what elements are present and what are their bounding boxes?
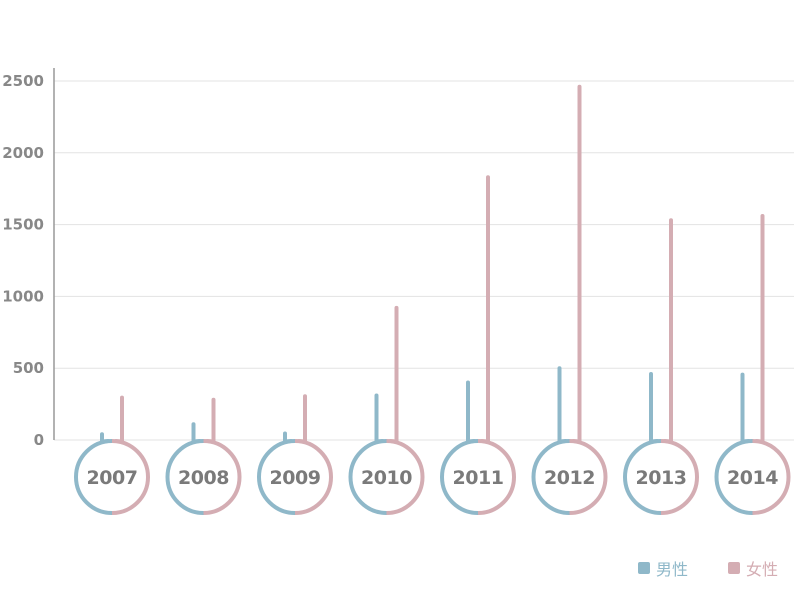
bar-male-2012	[557, 366, 568, 444]
y-tick-label-500: 500	[13, 359, 44, 377]
year-group-2009: 2009	[257, 394, 333, 515]
bar-female-2009	[297, 394, 307, 444]
legend-item-female[interactable]: 女性	[728, 556, 778, 580]
legend-swatch-female	[728, 562, 740, 574]
ring-female-2012	[569, 439, 608, 515]
x-tick-label-2014: 2014	[727, 467, 778, 489]
legend-swatch-male	[638, 562, 650, 574]
bar-male-2008	[191, 422, 202, 444]
x-tick-label-2009: 2009	[270, 467, 321, 489]
ring-male-2008	[165, 439, 204, 515]
bar-male-2010	[374, 393, 385, 444]
ring-female-2010	[386, 439, 425, 515]
bar-female-2012	[571, 84, 582, 444]
ring-male-2013	[623, 439, 662, 515]
legend-label-male: 男性	[656, 560, 689, 579]
ring-male-2012	[531, 439, 570, 515]
ring-male-2014	[714, 439, 753, 515]
y-tick-label-2500: 2500	[2, 72, 44, 90]
y-tick-label-1000: 1000	[2, 287, 44, 305]
year-group-2012: 2012	[531, 84, 608, 515]
ring-female-2011	[477, 439, 516, 515]
ring-male-2011	[440, 439, 479, 515]
x-tick-label-2010: 2010	[361, 467, 412, 489]
legend-item-male[interactable]: 男性	[638, 556, 688, 580]
bar-female-2013	[663, 218, 673, 444]
chart-marks: 2007 2008 2009 2010 2011 2012 2013 2014	[74, 84, 791, 515]
year-group-2011: 2011	[440, 175, 516, 515]
bar-male-2007	[100, 432, 110, 444]
y-tick-label-2000: 2000	[2, 144, 44, 162]
ring-female-2007	[111, 439, 150, 515]
y-tick-label-0: 0	[34, 431, 44, 449]
ring-female-2013	[660, 439, 699, 515]
ring-male-2010	[348, 439, 387, 515]
ring-male-2009	[257, 439, 296, 515]
bar-female-2014	[754, 213, 765, 444]
ring-female-2009	[294, 439, 333, 515]
bar-male-2014	[740, 372, 751, 444]
y-tick-label-1500: 1500	[2, 216, 44, 234]
ring-male-2007	[74, 439, 113, 515]
year-group-2008: 2008	[165, 397, 242, 515]
ring-female-2014	[752, 439, 791, 515]
bar-male-2013	[649, 371, 659, 444]
year-group-2010: 2010	[348, 305, 425, 515]
ring-female-2008	[203, 439, 242, 515]
year-group-2013: 2013	[623, 218, 699, 515]
bar-female-2008	[205, 397, 216, 444]
grid-lines	[54, 80, 794, 441]
x-tick-label-2012: 2012	[544, 467, 595, 489]
x-tick-label-2007: 2007	[87, 467, 138, 489]
x-tick-label-2013: 2013	[636, 467, 687, 489]
x-tick-label-2008: 2008	[178, 467, 229, 489]
bar-male-2011	[466, 380, 476, 444]
x-tick-label-2011: 2011	[453, 467, 504, 489]
y-tick-labels: 0 500 1000 1500 2000 2500	[2, 72, 44, 449]
year-group-2007: 2007	[74, 395, 150, 515]
bar-female-2010	[388, 305, 399, 444]
legend-label-female: 女性	[746, 560, 779, 579]
bar-male-2009	[283, 431, 293, 444]
year-group-2014: 2014	[714, 213, 791, 515]
bar-female-2011	[480, 175, 490, 444]
bar-female-2007	[114, 395, 124, 444]
